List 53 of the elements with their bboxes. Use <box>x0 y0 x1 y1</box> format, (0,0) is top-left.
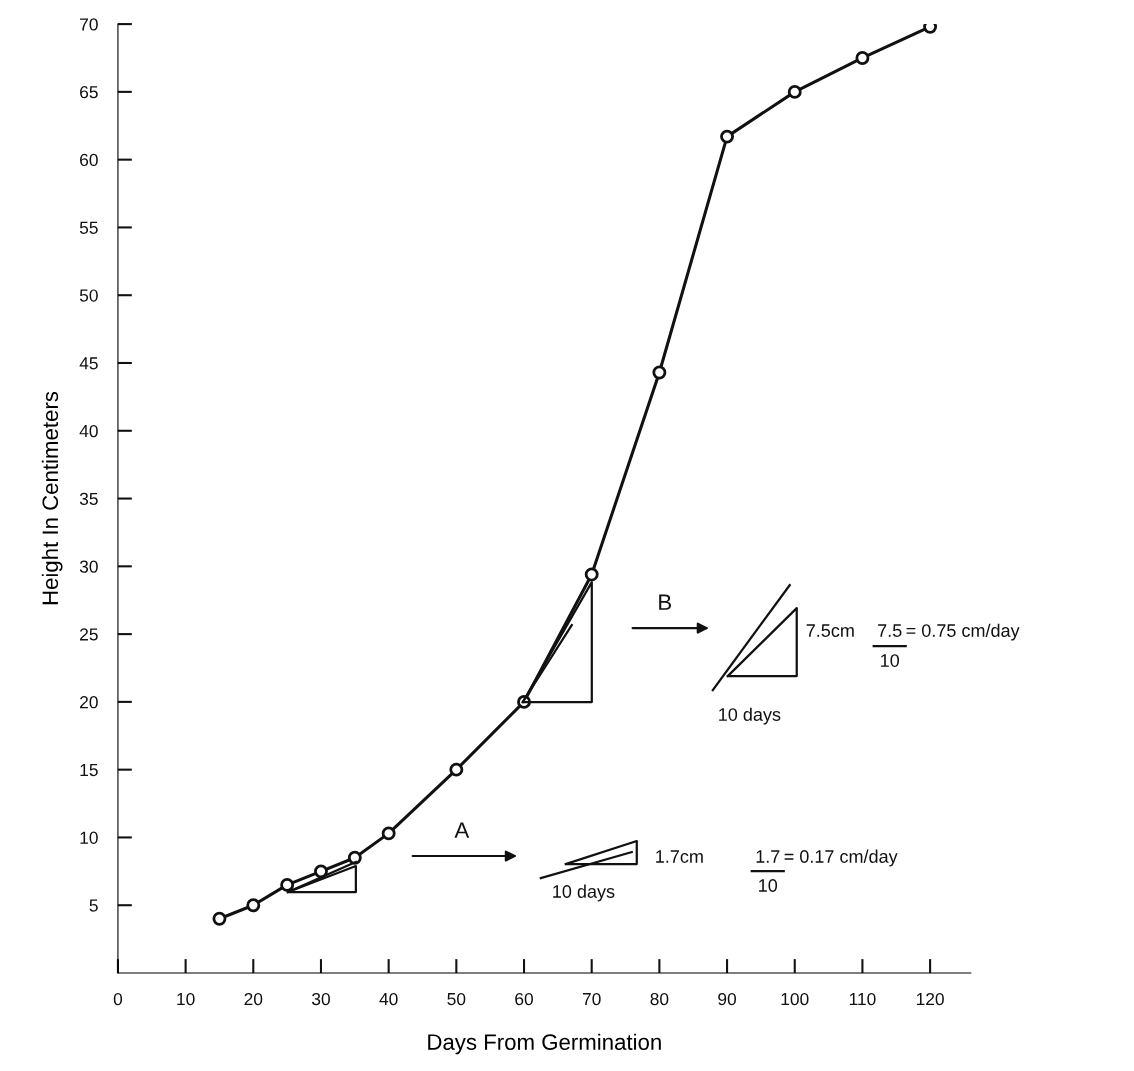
y-tick-label: 55 <box>79 221 98 234</box>
x-tick-label: 90 <box>718 992 737 1006</box>
annotation: 10 <box>759 879 778 892</box>
y-axis-title: Height In Centimeters <box>41 391 63 605</box>
point <box>212 911 227 926</box>
y-tick-label: 60 <box>80 153 98 167</box>
x-tick-label: 120 <box>916 992 944 1006</box>
y-tick-label: 10 <box>80 831 98 844</box>
x-tick-label: 100 <box>781 992 809 1006</box>
point <box>280 877 295 892</box>
point <box>584 567 599 582</box>
y-tick-label: 45 <box>79 357 98 370</box>
y-tick-label: 50 <box>79 289 98 302</box>
annotation: 7.5cm <box>806 624 854 637</box>
y-tick-label: 20 <box>80 696 98 709</box>
annotation: = 0.75 cm/day <box>906 623 1020 641</box>
point <box>855 51 870 65</box>
x-tick-label: 40 <box>379 992 398 1006</box>
x-tick-label: 10 <box>177 992 195 1006</box>
annotation: B <box>659 594 672 610</box>
y-tick-label: 40 <box>79 424 98 438</box>
annotation: 7.5 <box>878 624 902 637</box>
y-tick-label: 35 <box>79 492 98 506</box>
point <box>314 864 328 879</box>
x-tick-label: 0 <box>113 992 123 1006</box>
y-tick-label: 70 <box>80 18 98 31</box>
point <box>449 762 464 777</box>
point <box>246 898 261 913</box>
x-tick-label: 60 <box>515 992 533 1006</box>
y-tick-label: 25 <box>80 628 98 641</box>
x-tick-label: 110 <box>849 992 876 1006</box>
x-tick-label: 50 <box>447 992 466 1006</box>
x-axis-title: Days From Germination <box>428 1033 661 1055</box>
point <box>787 84 802 99</box>
annotation: A <box>454 822 470 838</box>
point <box>347 850 362 865</box>
y-tick-label: 5 <box>89 899 98 912</box>
point <box>381 826 396 841</box>
x-tick-label: 20 <box>244 992 263 1006</box>
point <box>652 365 667 380</box>
annotation: 10 days <box>719 707 781 725</box>
y-tick-label: 65 <box>80 86 98 99</box>
x-tick-label: 70 <box>582 992 601 1006</box>
annotation: 10 <box>881 654 900 667</box>
annotation: 1.7cm <box>656 850 703 863</box>
x-tick-label: 30 <box>311 992 330 1006</box>
y-tick-label: 30 <box>79 560 98 573</box>
point <box>720 129 734 144</box>
y-tick-label: 15 <box>80 764 98 777</box>
annotation: = 0.17 cm/day <box>784 849 898 867</box>
annotation: 1.7 <box>756 850 780 863</box>
x-tick-label: 80 <box>650 992 669 1006</box>
annotation: 10 days <box>553 884 615 902</box>
